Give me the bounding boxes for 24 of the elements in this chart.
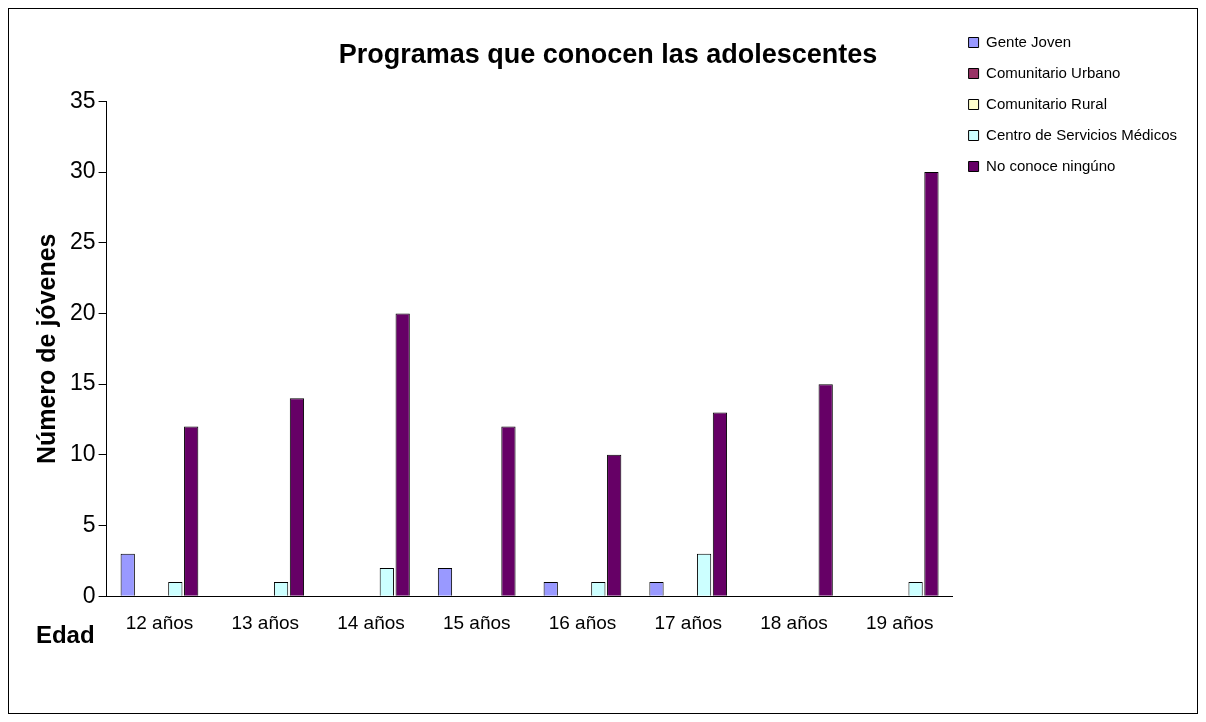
y-axis-title: Número de jóvenes — [31, 233, 60, 465]
x-tick-label: 17 años — [654, 611, 723, 633]
x-tick-label: 13 años — [231, 611, 300, 633]
y-tick-label: 15 — [69, 369, 96, 396]
legend-label: Comunitario Rural — [986, 94, 1107, 112]
x-tick-label: 14 años — [337, 611, 405, 633]
legend-label: Gente Joven — [986, 32, 1072, 50]
chart-title: Programas que conocen las adolescentes — [338, 38, 878, 69]
y-tick-label: 5 — [82, 510, 96, 537]
legend-label: No conoce ningúno — [986, 156, 1116, 174]
legend-label: Centro de Servicios Médicos — [986, 125, 1178, 143]
y-tick-label: 10 — [69, 440, 96, 467]
y-tick-label: 35 — [69, 86, 96, 113]
x-tick-label: 18 años — [760, 611, 828, 633]
y-tick-label: 0 — [82, 581, 96, 608]
y-tick-label: 30 — [69, 157, 96, 184]
y-tick-label: 20 — [69, 298, 96, 325]
x-tick-label: 15 años — [442, 611, 511, 633]
legend-label: Comunitario Urbano — [986, 63, 1121, 81]
x-tick-label: 12 años — [125, 611, 194, 633]
x-axis-title: Edad — [35, 620, 95, 648]
x-tick-label: 19 años — [865, 611, 934, 633]
x-tick-label: 16 años — [548, 611, 617, 633]
y-tick-label: 25 — [69, 228, 96, 255]
